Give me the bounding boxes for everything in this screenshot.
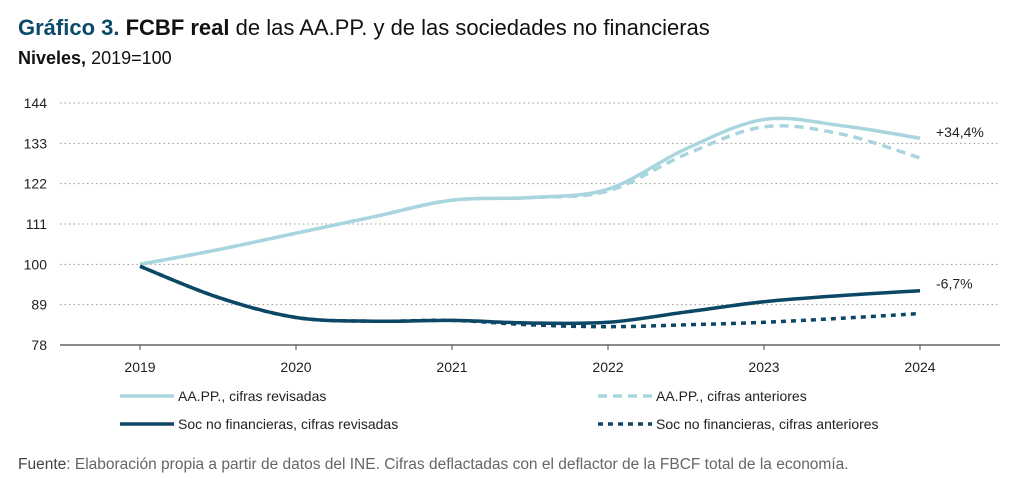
- x-tick-label: 2024: [904, 359, 935, 375]
- chart-subtitle: Niveles, 2019=100: [18, 46, 172, 70]
- legend-item: AA.PP., cifras anteriores: [598, 388, 807, 404]
- y-tick-label: 144: [24, 95, 48, 111]
- y-tick-labels: 144 133 122 111 100 89 78: [24, 95, 48, 353]
- source-label: Fuente: [18, 456, 67, 473]
- legend-item: Soc no financieras, cifras anteriores: [598, 416, 879, 432]
- x-tick-label: 2021: [436, 359, 467, 375]
- y-tick-label: 133: [24, 135, 48, 151]
- end-label: +34,4%: [936, 124, 984, 140]
- chart-title-bold: FCBF real: [125, 15, 230, 40]
- x-tick-label: 2020: [280, 359, 311, 375]
- legend-label: Soc no financieras, cifras revisadas: [178, 416, 398, 432]
- chart-title: Gráfico 3. FCBF real de las AA.PP. y de …: [18, 14, 710, 42]
- series-line-soc-no-financieras-cifras-revisadas: [139, 264, 921, 326]
- source-note: Fuente: Elaboración propia a partir de d…: [18, 455, 849, 475]
- y-tick-label: 78: [31, 337, 47, 353]
- y-tick-label: 122: [24, 176, 48, 192]
- chart-title-label: Gráfico 3.: [18, 15, 120, 40]
- chart-title-rest: de las AA.PP. y de las sociedades no fin…: [235, 15, 710, 40]
- series-line-soc-no-financieras-cifras-anteriores: [139, 264, 921, 329]
- legend: AA.PP., cifras revisadas AA.PP., cifras a…: [120, 388, 879, 432]
- x-tick-label: 2023: [748, 359, 779, 375]
- legend-label: AA.PP., cifras anteriores: [656, 388, 807, 404]
- y-tick-label: 111: [26, 216, 47, 232]
- y-tick-label: 100: [24, 256, 48, 272]
- series-layer: [139, 116, 921, 329]
- grid-layer: [60, 102, 1000, 346]
- chart-subtitle-rest: 2019=100: [91, 48, 172, 68]
- legend-item: Soc no financieras, cifras revisadas: [120, 416, 398, 432]
- legend-label: Soc no financieras, cifras anteriores: [656, 416, 879, 432]
- series-line-aa-pp-cifras-anteriores: [139, 124, 921, 267]
- series-line-aa-pp-cifras-revisadas: [139, 116, 921, 267]
- chart-subtitle-bold: Niveles,: [18, 48, 87, 68]
- source-text: : Elaboración propia a partir de datos d…: [66, 456, 849, 473]
- end-annotations: +34,4% -6,7%: [936, 124, 984, 292]
- x-tick-labels: 2019 2020 2021 2022 2023 2024: [124, 345, 936, 375]
- y-tick-label: 89: [31, 297, 47, 313]
- x-tick-label: 2019: [124, 359, 155, 375]
- x-tick-label: 2022: [592, 359, 623, 375]
- legend-label: AA.PP., cifras revisadas: [178, 388, 326, 404]
- legend-item: AA.PP., cifras revisadas: [120, 388, 326, 404]
- end-label: -6,7%: [936, 276, 973, 292]
